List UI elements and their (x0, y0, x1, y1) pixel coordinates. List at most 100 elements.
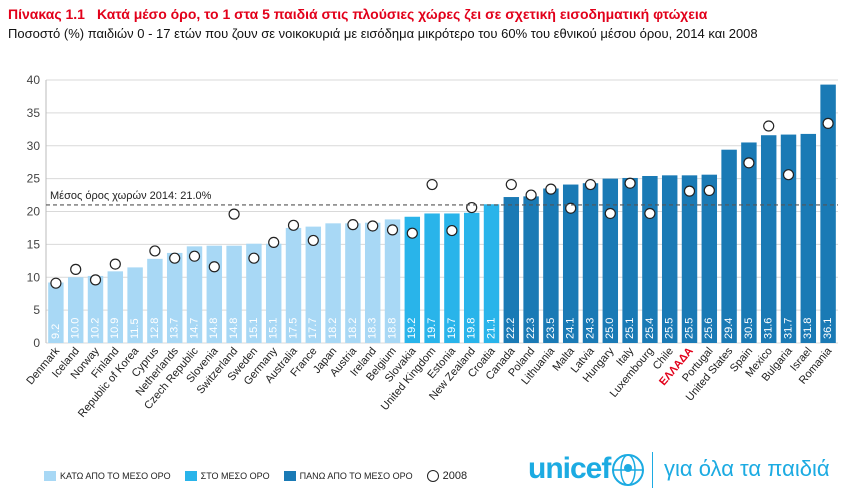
bar (364, 222, 381, 343)
bar (384, 219, 401, 343)
bar (226, 245, 242, 343)
bar-value-label: 12.8 (149, 318, 161, 339)
marker-2008 (644, 207, 656, 220)
bar-value-label: 19.7 (446, 318, 458, 339)
marker-2008 (228, 208, 240, 220)
bar (87, 275, 104, 343)
bar-chart: 05101520253035409.2Denmark10.0Iceland10.… (24, 73, 838, 420)
legend: ΚΑΤΩ ΑΠΟ ΤΟ ΜΕΣΟ ΟΡΟ ΣΤΟ ΜΕΣΟ ΟΡΟ ΠΑΝΩ Α… (44, 470, 481, 482)
marker-2008 (525, 189, 537, 201)
marker-2008 (426, 178, 438, 191)
marker-2008 (584, 178, 597, 191)
marker-2008 (70, 263, 82, 275)
bar-value-label: 10.0 (70, 318, 82, 339)
marker-2008 (208, 261, 220, 273)
bar-value-label: 10.9 (109, 318, 121, 339)
bar (661, 175, 678, 343)
unicef-tagline: για όλα τα παιδιά (664, 456, 830, 481)
bar-value-label: 19.2 (406, 318, 418, 339)
marker-2008 (703, 184, 715, 197)
marker-2008 (782, 169, 795, 181)
bar-value-label: 31.8 (802, 318, 814, 339)
marker-2008 (149, 245, 161, 257)
marker-2008 (406, 227, 418, 239)
marker-2008 (624, 177, 636, 189)
bar-value-label: 29.4 (723, 318, 735, 339)
logo-divider (652, 452, 653, 488)
legend-label-at: ΣΤΟ ΜΕΣΟ ΟΡΟ (200, 471, 270, 481)
chart-title: Πίνακας 1.1 Κατά μέσο όρο, το 1 στα 5 παι… (8, 6, 707, 22)
bar-value-label: 22.3 (525, 318, 537, 339)
bar-value-label: 15.1 (248, 318, 260, 339)
marker-2008 (367, 220, 379, 232)
legend-swatch-below (44, 471, 56, 481)
bar (780, 134, 797, 343)
bar (147, 258, 163, 343)
marker-2008 (169, 252, 181, 264)
legend-swatch-above (283, 471, 296, 481)
bar-value-label: 18.3 (367, 318, 379, 339)
bar-value-label: 24.1 (565, 318, 577, 339)
bar-value-label: 19.8 (466, 318, 478, 339)
marker-2008 (248, 252, 260, 264)
bar-value-label: 25.5 (683, 318, 695, 339)
bar (562, 184, 579, 343)
bar (325, 223, 341, 343)
bar-value-label: 25.6 (703, 318, 715, 339)
bar-value-label: 18.2 (327, 318, 339, 339)
bar (543, 188, 559, 343)
legend-item-above: ΠΑΝΩ ΑΠΟ ΤΟ ΜΕΣΟ ΟΡΟ (283, 471, 413, 481)
marker-2008 (565, 202, 577, 214)
marker-2008 (268, 236, 280, 249)
bar-value-label: 19.7 (426, 318, 438, 339)
bar-value-label: 14.8 (228, 318, 240, 339)
bar (741, 142, 757, 343)
bar (305, 226, 322, 343)
y-tick-label: 35 (27, 106, 41, 120)
marker-2008 (386, 224, 399, 236)
bar-value-label: 23.5 (545, 318, 557, 339)
y-tick-label: 25 (27, 172, 41, 186)
bar-value-label: 36.1 (822, 318, 834, 339)
legend-item-2008: 2008 (426, 470, 468, 482)
bar-value-label: 11.5 (129, 318, 141, 339)
bar-value-label: 30.5 (743, 318, 755, 339)
bar (760, 135, 777, 343)
y-tick-label: 5 (33, 303, 40, 317)
y-tick-label: 0 (33, 336, 40, 350)
marker-2008 (683, 185, 696, 197)
marker-2008 (89, 274, 102, 286)
y-tick-label: 30 (27, 139, 41, 153)
marker-2008 (287, 219, 300, 231)
bar (107, 271, 124, 343)
legend-item-below: ΚΑΤΩ ΑΠΟ ΤΟ ΜΕΣΟ ΟΡΟ (44, 471, 171, 481)
marker-2008 (109, 258, 121, 270)
bar-value-label: 14.7 (188, 318, 200, 339)
bar (721, 149, 737, 343)
marker-2008 (604, 207, 616, 220)
marker-2008 (446, 224, 458, 237)
marker-2008 (822, 117, 834, 129)
y-tick-label: 40 (27, 73, 41, 87)
bar-value-label: 14.8 (208, 318, 220, 339)
bar (166, 252, 183, 343)
legend-label-2008: 2008 (442, 470, 468, 482)
bar-value-label: 25.0 (604, 318, 616, 339)
average-label: Μέσος όρος χωρών 2014: 21.0% (50, 190, 212, 202)
marker-2008 (347, 219, 359, 231)
title-text: Κατά μέσο όρο, το 1 στα 5 παιδιά στις πλ… (96, 6, 708, 22)
bar-value-label: 9.2 (50, 324, 62, 339)
bar (820, 84, 836, 343)
bar-value-label: 24.3 (584, 318, 596, 339)
marker-2008 (505, 178, 517, 191)
bar (424, 213, 440, 343)
bar-value-label: 17.7 (307, 318, 319, 339)
bar (622, 177, 638, 343)
y-tick-label: 15 (27, 237, 41, 251)
bar (523, 196, 539, 343)
marker-2008 (188, 250, 201, 262)
legend-label-above: ΠΑΝΩ ΑΠΟ ΤΟ ΜΕΣΟ ΟΡΟ (299, 471, 413, 481)
bar-value-label: 10.2 (89, 318, 101, 339)
y-tick-label: 20 (27, 205, 41, 219)
bar (681, 175, 698, 343)
